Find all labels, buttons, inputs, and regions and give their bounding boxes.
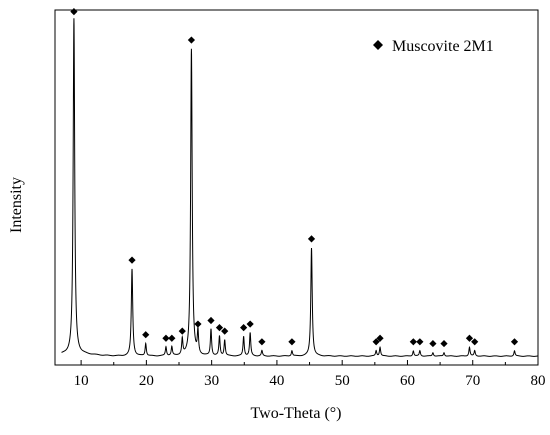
- legend-diamond-icon: [373, 40, 383, 50]
- peak-marker: [187, 36, 196, 44]
- peak-marker: [128, 256, 136, 264]
- peak-marker: [471, 338, 479, 346]
- series-line: [61, 18, 539, 357]
- peak-marker: [307, 235, 316, 243]
- x-tick-label: 80: [531, 373, 546, 389]
- peak-marker: [288, 338, 296, 346]
- peak-marker: [258, 338, 266, 346]
- peak-marker: [178, 327, 186, 335]
- peak-marker: [465, 334, 474, 342]
- x-axis-label: Two-Theta (°): [250, 405, 341, 422]
- peak-marker: [510, 338, 519, 346]
- x-tick-label: 50: [335, 373, 350, 389]
- x-tick-label: 70: [465, 373, 480, 389]
- peak-marker: [240, 324, 248, 332]
- peak-marker: [440, 339, 448, 348]
- peak-markers: [70, 8, 519, 348]
- peak-marker: [429, 339, 437, 348]
- peak-marker: [215, 324, 224, 332]
- legend-label: Muscovite 2M1: [392, 38, 494, 55]
- peak-marker: [162, 334, 170, 342]
- legend: Muscovite 2M1: [373, 38, 494, 55]
- peak-marker: [70, 8, 78, 16]
- x-tick-label: 40: [269, 373, 284, 389]
- peak-marker: [207, 316, 215, 325]
- peak-marker: [221, 327, 229, 335]
- peak-marker: [372, 338, 380, 346]
- peak-marker: [416, 338, 424, 346]
- peak-marker: [409, 338, 417, 346]
- peak-marker: [194, 320, 202, 328]
- x-tick-label: 20: [139, 373, 154, 389]
- x-tick-label: 60: [400, 373, 415, 389]
- peak-marker: [246, 320, 254, 328]
- x-tick-label: 10: [74, 373, 89, 389]
- peak-marker: [168, 334, 176, 342]
- y-axis-label: Intensity: [8, 177, 25, 233]
- plot-frame: [54, 9, 539, 366]
- peak-marker: [376, 334, 384, 342]
- peak-marker: [142, 331, 150, 339]
- pattern-trace: [61, 18, 539, 357]
- x-axis-ticks: 10 20 30 40 50 60 70 80: [74, 360, 546, 389]
- x-tick-label: 30: [204, 373, 219, 389]
